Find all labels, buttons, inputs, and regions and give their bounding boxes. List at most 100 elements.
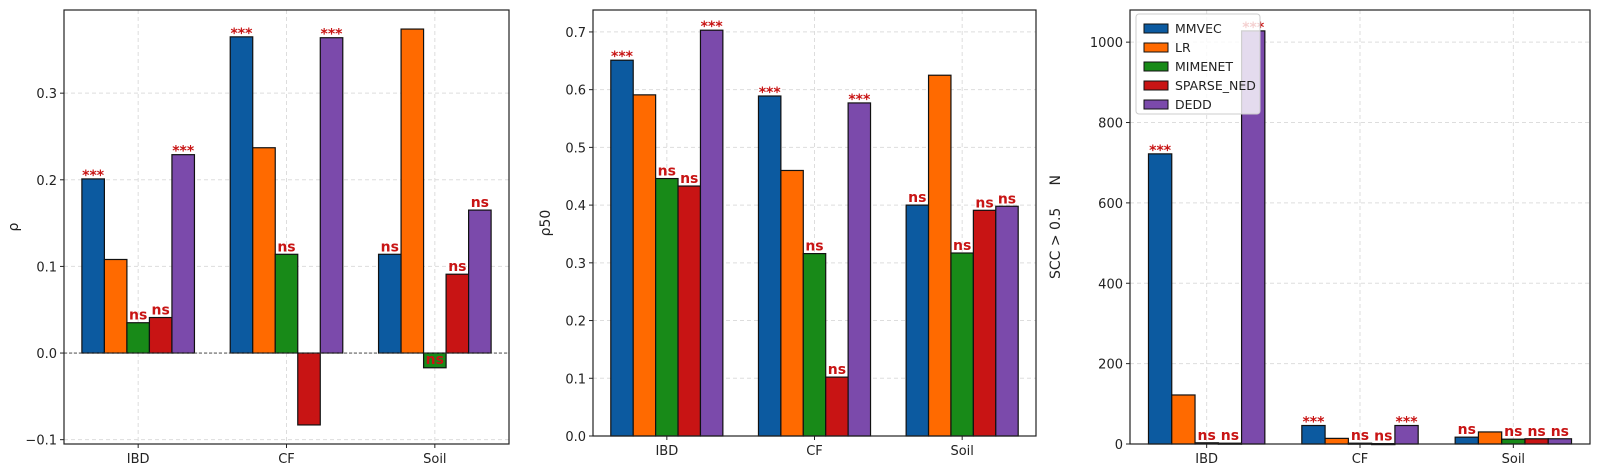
y-tick-label: 0.2 <box>565 315 586 330</box>
significance-label: ns <box>908 190 926 206</box>
legend: MMVEC LR MIMENET SPARSE_NED DEDD <box>1135 13 1261 115</box>
bar-lr <box>1171 394 1196 445</box>
bar-mmvec <box>229 36 254 354</box>
y-axis-label: ρ <box>6 222 22 231</box>
bar-sparse_ned <box>445 273 470 354</box>
x-tick-label: CF <box>806 444 823 459</box>
bar-dedd <box>995 205 1019 437</box>
legend-label: MIMENET <box>1175 59 1233 74</box>
significance-label: ns <box>152 303 170 319</box>
significance-label: *** <box>1396 415 1419 431</box>
x-tick-label: IBD <box>127 452 150 467</box>
bar-sparse_ned <box>677 185 702 437</box>
significance-label: *** <box>1302 415 1325 431</box>
significance-label: ns <box>1458 422 1476 438</box>
bar-lr <box>103 258 128 354</box>
significance-label: ns <box>805 239 823 255</box>
significance-label: ns <box>471 195 489 211</box>
bar-dedd <box>171 154 196 354</box>
significance-label: ns <box>381 239 399 255</box>
significance-label: ns <box>953 238 971 254</box>
bar-mmvec <box>757 95 782 437</box>
bar-mimenet <box>274 253 299 354</box>
legend-swatch-dedd <box>1143 99 1169 110</box>
bar-mimenet <box>126 322 151 354</box>
significance-label: ns <box>998 191 1016 207</box>
bar-lr <box>400 28 425 354</box>
y-tick-label: 800 <box>1098 117 1123 132</box>
significance-label: ns <box>1374 429 1392 445</box>
axes-frame <box>63 9 510 445</box>
bar-mmvec <box>1454 436 1480 445</box>
significance-label: ns <box>658 164 676 180</box>
y-tick-label: 600 <box>1098 197 1123 212</box>
significance-label: *** <box>759 85 782 101</box>
bar-mimenet <box>950 252 974 437</box>
y-axis-label: ρ50 <box>538 210 554 237</box>
significance-label: ns <box>300 409 318 425</box>
x-tick-label: Soil <box>950 444 973 459</box>
x-tick-label: IBD <box>1195 452 1218 467</box>
significance-label: *** <box>1149 143 1172 159</box>
bar-dedd <box>699 29 724 437</box>
significance-label: ns <box>129 308 147 324</box>
significance-label: ns <box>1351 428 1369 444</box>
significance-label: ns <box>1527 424 1545 440</box>
y-tick-label: 0.4 <box>565 199 586 214</box>
x-tick-label: Soil <box>1502 452 1525 467</box>
significance-label: ns <box>1504 424 1522 440</box>
y-tick-label: 0.0 <box>565 430 586 445</box>
bar-mmvec <box>1147 153 1173 445</box>
y-tick-label: 0.6 <box>565 84 586 99</box>
y-tick-label: 0.1 <box>36 260 57 275</box>
bar-lr <box>632 94 657 437</box>
significance-label: *** <box>230 26 253 42</box>
y-axis-label: SCC > 0.5 N <box>1048 175 1064 279</box>
y-tick-label: 400 <box>1098 277 1123 292</box>
significance-label: *** <box>611 49 634 65</box>
legend-label: LR <box>1175 40 1191 55</box>
x-tick-label: IBD <box>655 444 678 459</box>
significance-label: ns <box>1551 424 1569 440</box>
bar-lr <box>1324 437 1349 445</box>
significance-label: *** <box>701 19 724 35</box>
bar-mmvec <box>610 59 634 437</box>
significance-label: *** <box>82 168 105 184</box>
bar-mimenet <box>802 252 827 437</box>
significance-label: *** <box>848 92 871 108</box>
y-tick-label: 200 <box>1098 358 1123 373</box>
bar-lr <box>780 169 804 437</box>
bar-mmvec <box>81 178 105 354</box>
significance-label: ns <box>680 171 698 187</box>
y-tick-label: −0.1 <box>25 434 57 449</box>
significance-label: *** <box>172 144 195 160</box>
significance-label: ns <box>975 195 993 211</box>
legend-swatch-lr <box>1143 42 1169 53</box>
x-tick-label: CF <box>1352 452 1369 467</box>
y-tick-label: 0.5 <box>565 141 586 156</box>
bar-mmvec <box>905 204 930 437</box>
y-tick-label: 0.7 <box>565 26 586 41</box>
y-tick-label: 0 <box>1115 438 1123 453</box>
legend-swatch-sparse_ned <box>1143 80 1169 91</box>
bar-dedd <box>319 37 344 354</box>
bar-lr <box>252 147 276 354</box>
x-tick-label: Soil <box>423 452 446 467</box>
y-tick-label: 0.3 <box>36 87 57 102</box>
legend-label: MMVEC <box>1175 21 1222 36</box>
significance-label: ns <box>828 362 846 378</box>
legend-swatch-mmvec <box>1143 23 1169 34</box>
y-tick-label: 0.0 <box>36 347 57 362</box>
bar-mmvec <box>377 253 402 354</box>
axes-frame <box>592 9 1037 437</box>
significance-label: *** <box>321 27 344 43</box>
y-tick-label: 0.1 <box>565 372 586 387</box>
bar-mimenet <box>655 177 679 437</box>
bar-sparse_ned <box>825 376 849 437</box>
bar-sparse_ned <box>972 209 997 437</box>
y-tick-label: 0.2 <box>36 174 57 189</box>
